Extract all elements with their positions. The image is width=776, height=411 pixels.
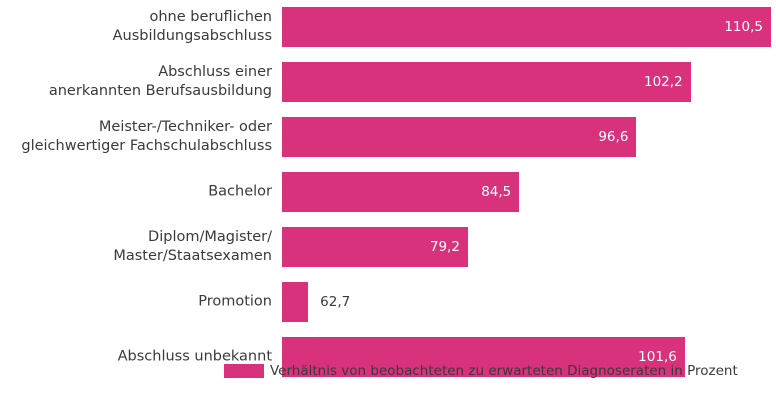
value-label: 96,6: [598, 129, 629, 145]
category-label: Meister-/Techniker- oder gleichwertiger …: [21, 119, 272, 154]
category-label: Diplom/Magister/ Master/Staatsexamen: [113, 229, 272, 264]
bar: [282, 227, 468, 267]
bar: [282, 337, 685, 377]
category-label: Bachelor: [208, 183, 272, 200]
category-label: Promotion: [198, 293, 272, 310]
value-label: 102,2: [643, 74, 683, 90]
bar: [282, 172, 520, 212]
legend-swatch: [224, 364, 264, 378]
bar: [282, 62, 691, 102]
category-label: ohne beruflichen Ausbildungsabschluss: [112, 9, 272, 44]
value-label: 101,6: [638, 349, 677, 365]
bar: [282, 7, 771, 47]
category-label: Abschluss einer anerkannten Berufsausbil…: [48, 64, 272, 99]
value-label: 62,7: [320, 294, 351, 310]
category-label: Abschluss unbekannt: [117, 348, 272, 365]
bar: [282, 117, 637, 157]
value-label: 110,5: [724, 19, 763, 35]
bar: [282, 282, 309, 322]
value-label: 84,5: [481, 184, 512, 200]
value-label: 79,2: [429, 239, 460, 255]
legend-label: Verhältnis von beobachteten zu erwartete…: [270, 363, 738, 379]
